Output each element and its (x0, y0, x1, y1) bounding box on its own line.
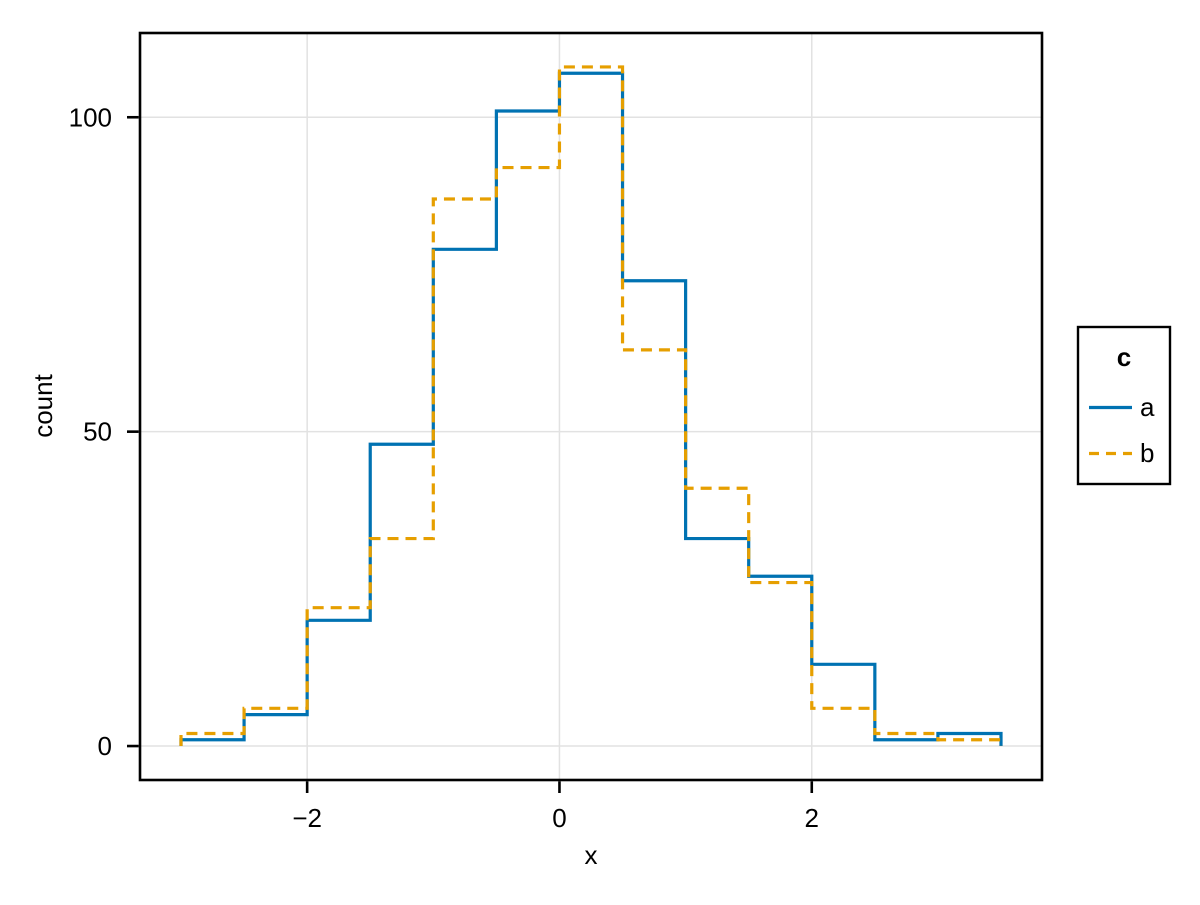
axis-ticks (127, 115, 814, 793)
y-tick-label: 0 (98, 731, 112, 761)
legend: c a b (1076, 325, 1172, 486)
plot-border (138, 31, 1044, 782)
legend-label-b: b (1140, 438, 1154, 468)
y-tick-label: 50 (83, 417, 112, 447)
x-tick-label: −2 (292, 803, 322, 833)
y-axis-label: count (28, 373, 58, 437)
x-tick-label: 2 (805, 803, 819, 833)
gridlines (140, 33, 1042, 780)
legend-label-a: a (1140, 392, 1155, 422)
series-b-step-line (179, 65, 1003, 747)
x-axis-label: x (585, 840, 598, 870)
y-tick-label: 100 (69, 102, 112, 132)
series-a-step-line (179, 71, 1003, 747)
tick-labels: −2 0 2 0 50 100 (69, 102, 819, 833)
legend-box (1076, 325, 1172, 486)
x-tick-label: 0 (552, 803, 566, 833)
series-lines (179, 65, 1003, 747)
legend-title: c (1117, 342, 1131, 372)
